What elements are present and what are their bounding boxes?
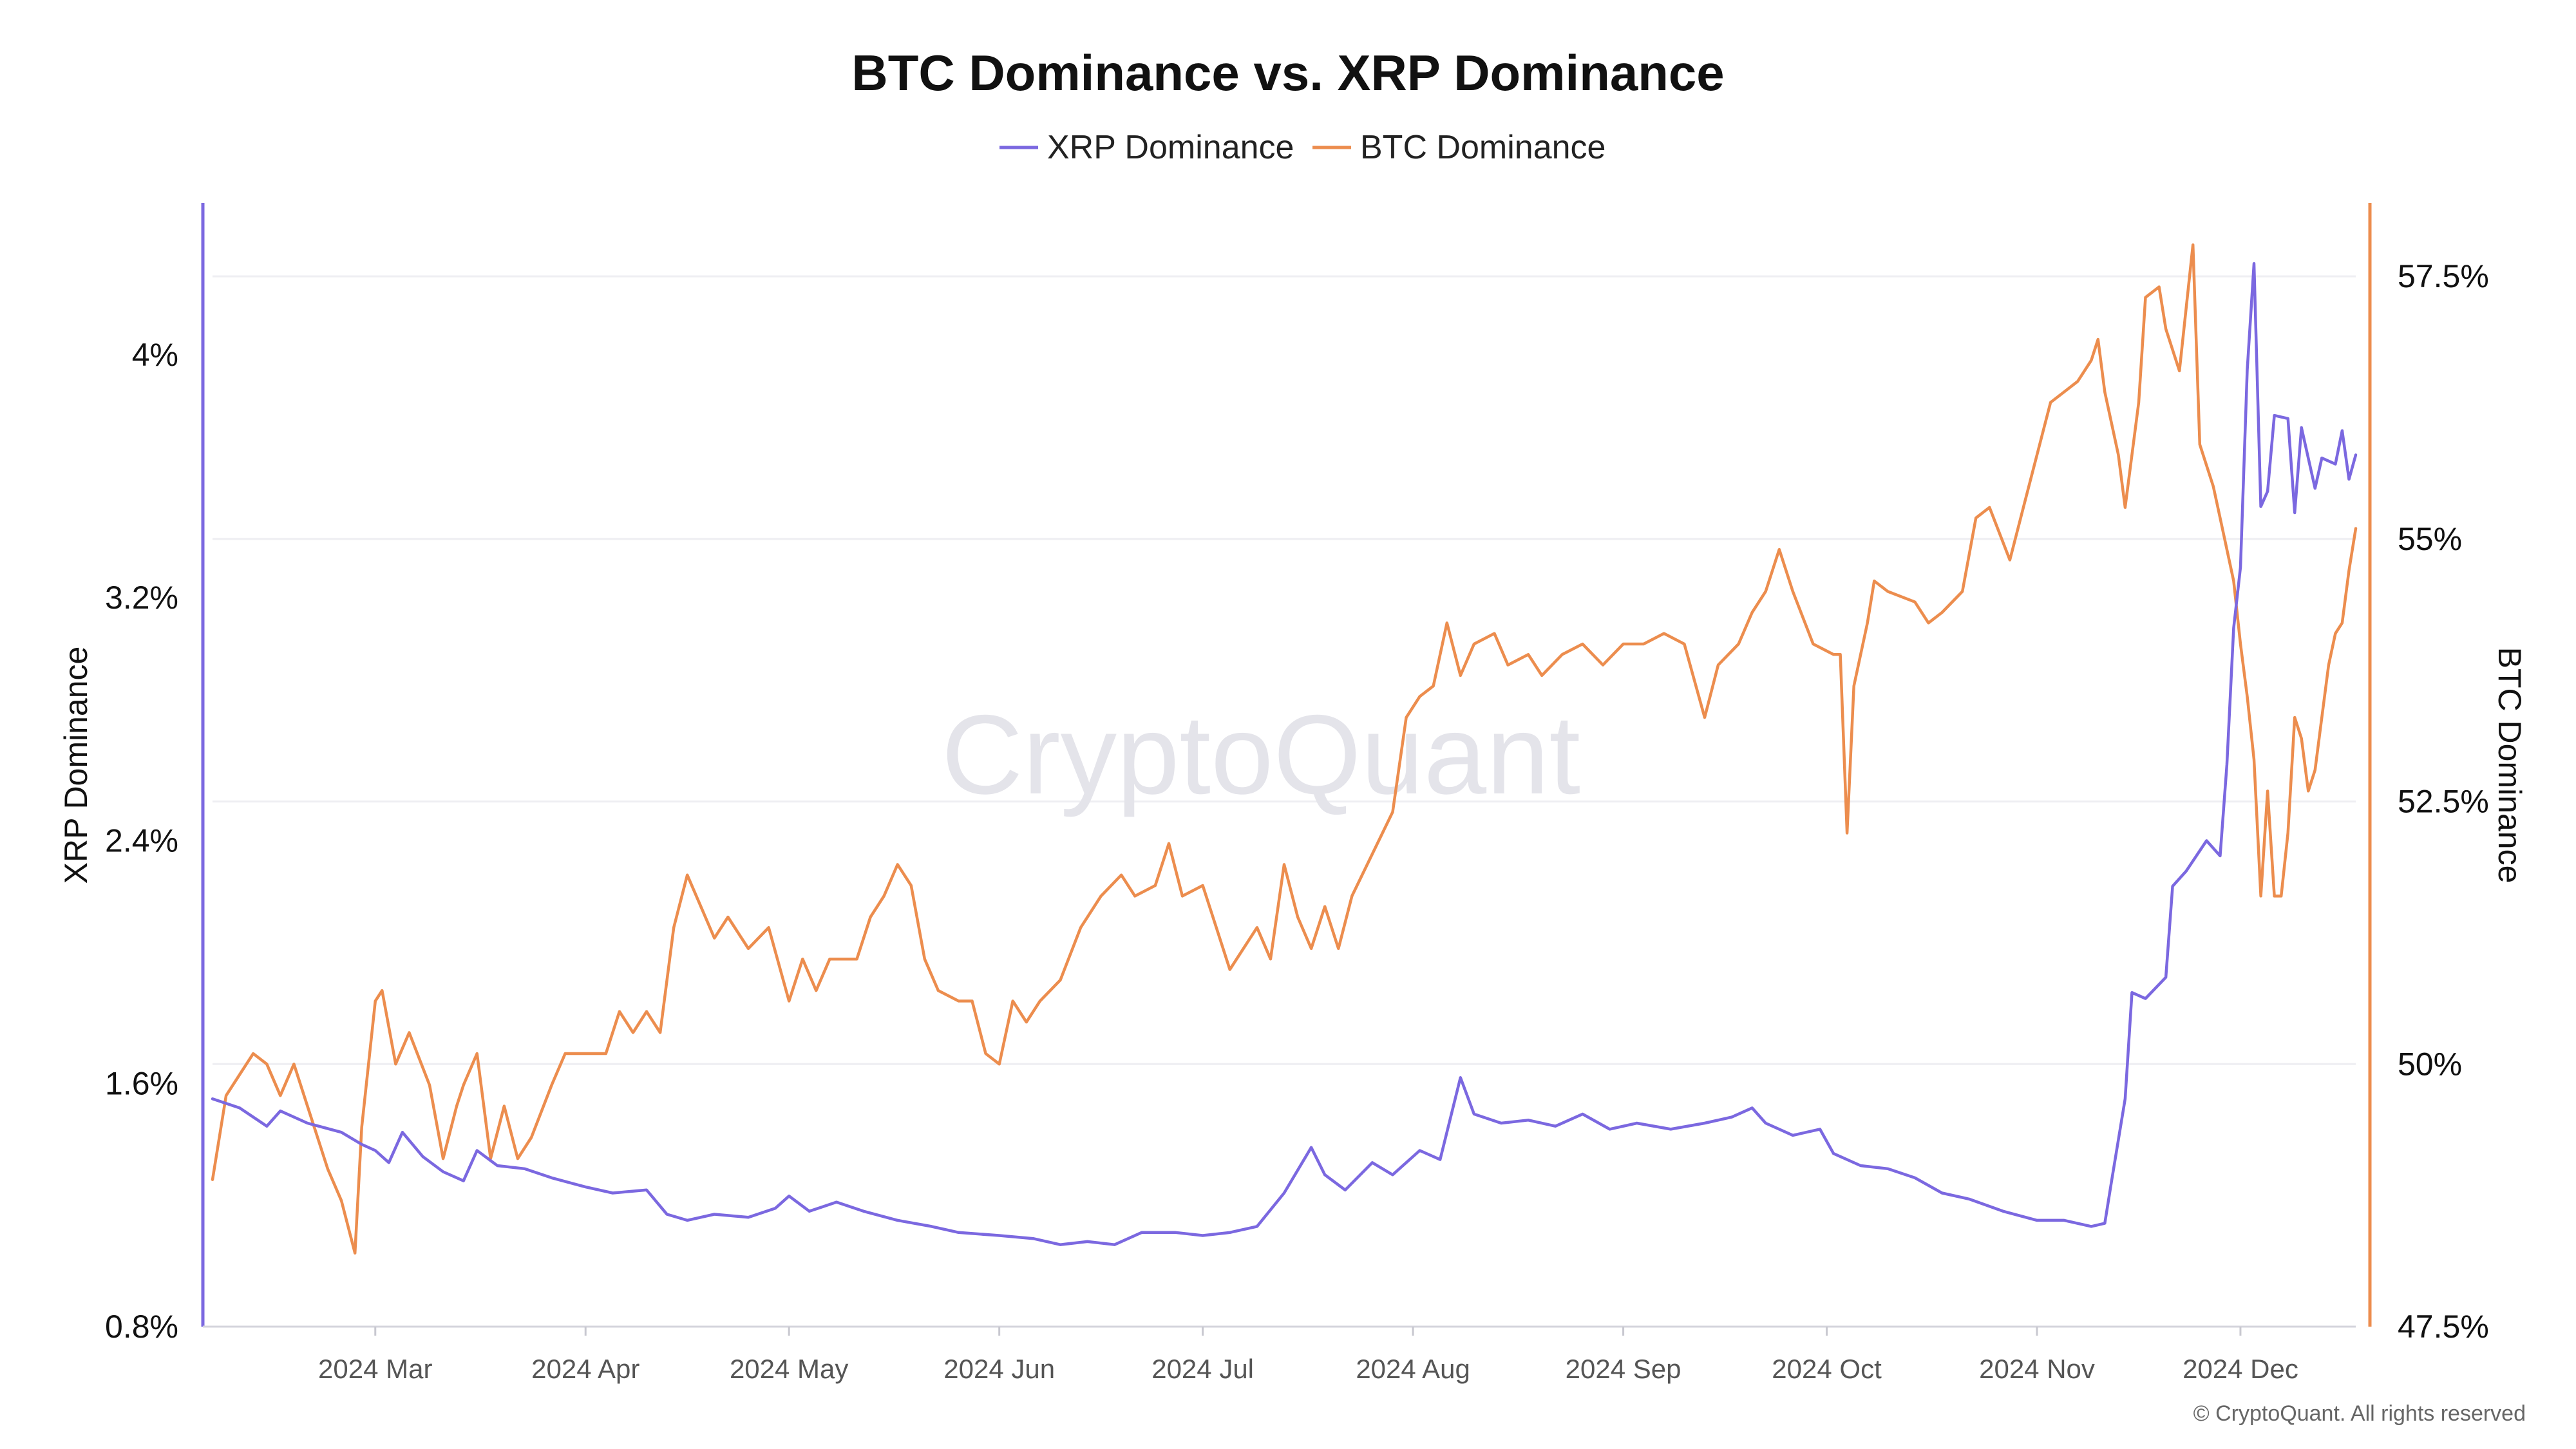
left-y-axis-label: XRP Dominance <box>58 647 94 884</box>
left-tick-label: 0.8% <box>105 1309 178 1345</box>
right-tick-label: 50% <box>2398 1046 2462 1082</box>
right-tick-label: 52.5% <box>2398 784 2489 820</box>
left-tick-label: 4% <box>132 337 178 373</box>
x-tick-label: 2024 May <box>730 1354 848 1384</box>
x-tick-label: 2024 Apr <box>531 1354 639 1384</box>
chart-title: BTC Dominance vs. XRP Dominance <box>851 44 1724 101</box>
x-tick-label: 2024 Jul <box>1151 1354 1254 1384</box>
legend[interactable]: XRP Dominance BTC Dominance <box>999 129 1605 166</box>
left-tick-label: 1.6% <box>105 1066 178 1102</box>
x-tick-label: 2024 Jun <box>943 1354 1055 1384</box>
left-tick-label: 2.4% <box>105 822 178 858</box>
right-y-axis-label: BTC Dominance <box>2492 647 2528 884</box>
x-tick-label: 2024 Oct <box>1772 1354 1882 1384</box>
watermark: CryptoQuant <box>942 692 1580 818</box>
legend-btc-label[interactable]: BTC Dominance <box>1360 129 1605 166</box>
right-tick-label: 47.5% <box>2398 1309 2489 1345</box>
right-tick-label: 57.5% <box>2398 258 2489 294</box>
btc-dominance-line[interactable] <box>211 243 2358 1255</box>
x-tick-label: 2024 Aug <box>1356 1354 1470 1384</box>
legend-xrp-label[interactable]: XRP Dominance <box>1047 129 1294 166</box>
right-tick-label: 55% <box>2398 521 2462 557</box>
x-ticks: 2024 Mar 2024 Apr 2024 May 2024 Jun 2024 Jul… <box>318 1327 2298 1384</box>
x-tick-label: 2024 Dec <box>2183 1354 2298 1384</box>
x-tick-label: 2024 Mar <box>318 1354 432 1384</box>
x-tick-label: 2024 Nov <box>1979 1354 2095 1384</box>
right-y-ticks: 47.5% 50% 52.5% 55% 57.5% <box>2398 258 2489 1345</box>
left-y-ticks: 0.8% 1.6% 2.4% 3.2% 4% <box>105 337 178 1345</box>
left-tick-label: 3.2% <box>105 580 178 616</box>
copyright-notice: © CryptoQuant. All rights reserved <box>2193 1401 2526 1426</box>
grid-lines <box>213 275 2356 1065</box>
xrp-dominance-line[interactable] <box>211 262 2358 1246</box>
x-tick-label: 2024 Sep <box>1566 1354 1681 1384</box>
